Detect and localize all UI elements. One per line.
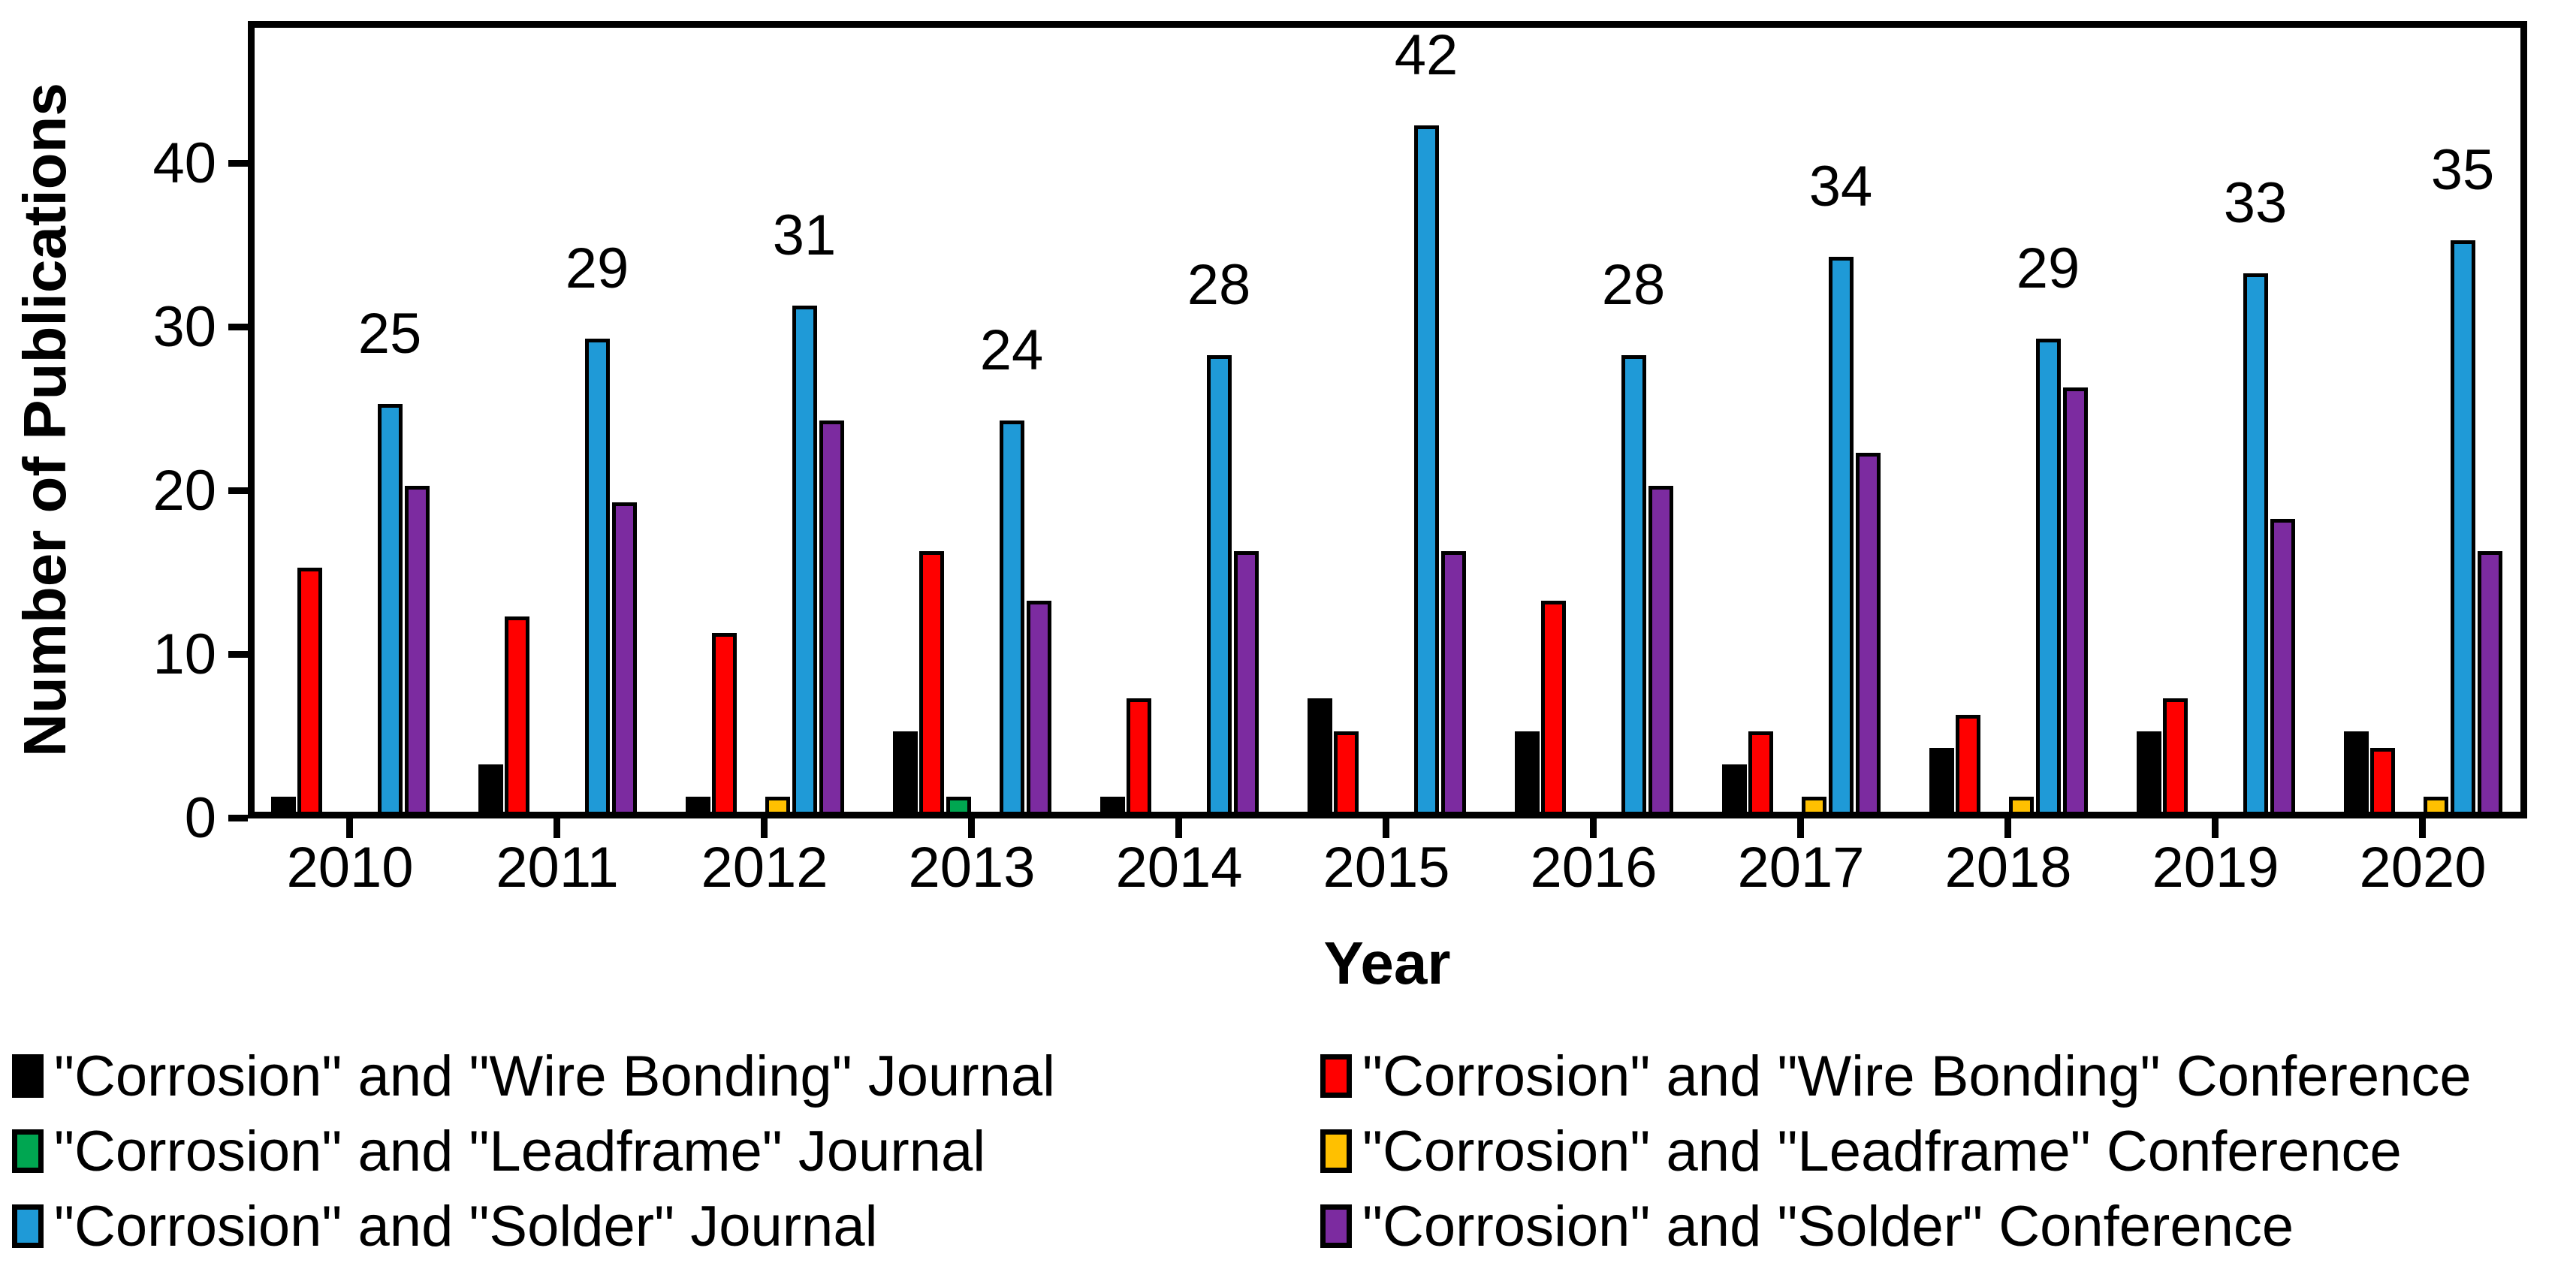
bar-value-label: 29 — [565, 237, 629, 300]
bar-2011-series5 — [612, 502, 637, 817]
legend-swatch — [12, 1204, 44, 1248]
y-tick-mark — [228, 324, 248, 330]
bar-2010-series1 — [297, 568, 322, 817]
bar-2020-series4 — [2451, 240, 2475, 817]
bar-value-label: 28 — [1187, 253, 1251, 317]
y-tick-label: 40 — [152, 131, 216, 195]
bar-2016-series0 — [1515, 731, 1540, 817]
bar-2018-series0 — [1929, 748, 1954, 817]
bar-value-label: 34 — [1808, 155, 1873, 219]
legend-label: "Corrosion" and "Solder" Journal — [54, 1195, 878, 1258]
bar-value-label: 24 — [979, 318, 1044, 382]
bar-2015-series5 — [1441, 551, 1466, 817]
legend-label: "Corrosion" and "Leadframe" Conference — [1362, 1120, 2402, 1183]
x-tick-mark — [1175, 818, 1182, 838]
bar-value-label: 31 — [772, 203, 837, 267]
bar-value-label: 35 — [2430, 138, 2495, 202]
legend-swatch — [12, 1129, 44, 1173]
bar-2019-series5 — [2270, 519, 2295, 817]
bar-2019-series4 — [2243, 273, 2268, 817]
y-tick-mark — [228, 487, 248, 494]
bar-value-label: 25 — [357, 302, 422, 366]
bar-2020-series0 — [2344, 731, 2369, 817]
x-tick-mark — [554, 818, 560, 838]
bar-2012-series1 — [712, 633, 737, 817]
bar-2017-series4 — [1829, 257, 1854, 817]
bar-2018-series5 — [2063, 387, 2088, 817]
x-tick-label: 2019 — [2152, 836, 2279, 900]
legend-swatch — [12, 1054, 44, 1098]
legend-label: "Corrosion" and "Leadframe" Journal — [54, 1120, 986, 1183]
bar-2012-series4 — [792, 306, 817, 817]
bar-2016-series4 — [1621, 355, 1646, 817]
bar-2012-series5 — [819, 420, 844, 817]
x-tick-label: 2017 — [1737, 836, 1865, 900]
plot-frame — [248, 21, 2527, 818]
x-axis-title: Year — [1323, 930, 1451, 996]
x-tick-mark — [1797, 818, 1804, 838]
legend-label: "Corrosion" and "Solder" Conference — [1362, 1195, 2294, 1258]
x-tick-label: 2013 — [908, 836, 1036, 900]
x-tick-label: 2018 — [1944, 836, 2072, 900]
x-tick-label: 2016 — [1530, 836, 1658, 900]
bar-value-label: 33 — [2223, 171, 2288, 235]
x-tick-label: 2011 — [496, 836, 619, 900]
x-tick-label: 2020 — [2359, 836, 2487, 900]
bar-value-label: 28 — [1601, 253, 1666, 317]
bar-2016-series1 — [1541, 601, 1566, 817]
bar-value-label: 29 — [2016, 237, 2080, 300]
y-tick-label: 10 — [152, 622, 216, 686]
x-tick-mark — [1383, 818, 1389, 838]
legend-label: "Corrosion" and "Wire Bonding" Journal — [54, 1044, 1056, 1108]
bar-2015-series1 — [1334, 731, 1359, 817]
bar-2015-series4 — [1414, 125, 1439, 817]
bar-2016-series5 — [1648, 486, 1673, 817]
bar-2011-series0 — [478, 764, 503, 817]
x-tick-mark — [2212, 818, 2219, 838]
x-tick-label: 2014 — [1115, 836, 1243, 900]
legend-swatch — [1320, 1129, 1352, 1173]
x-tick-mark — [968, 818, 975, 838]
y-tick-mark — [228, 651, 248, 658]
legend-swatch — [1320, 1204, 1352, 1248]
bar-2011-series4 — [585, 339, 610, 817]
x-tick-label: 2012 — [701, 836, 828, 900]
legend-swatch — [1320, 1054, 1352, 1098]
y-tick-label: 0 — [184, 786, 216, 850]
y-tick-mark — [228, 160, 248, 167]
y-tick-label: 30 — [152, 295, 216, 359]
y-tick-mark — [228, 815, 248, 821]
y-tick-label: 20 — [152, 459, 216, 523]
bar-2017-series5 — [1856, 453, 1881, 817]
x-tick-mark — [2419, 818, 2426, 838]
x-tick-mark — [761, 818, 768, 838]
x-tick-mark — [1590, 818, 1597, 838]
legend-label: "Corrosion" and "Wire Bonding" Conferenc… — [1362, 1044, 2472, 1108]
x-tick-mark — [2004, 818, 2011, 838]
bar-2013-series0 — [893, 731, 918, 817]
x-tick-label: 2010 — [286, 836, 414, 900]
bar-2015-series0 — [1308, 698, 1332, 817]
x-tick-mark — [346, 818, 353, 838]
bar-2011-series1 — [505, 616, 529, 817]
x-tick-label: 2015 — [1323, 836, 1450, 900]
bar-value-label: 42 — [1394, 23, 1458, 87]
